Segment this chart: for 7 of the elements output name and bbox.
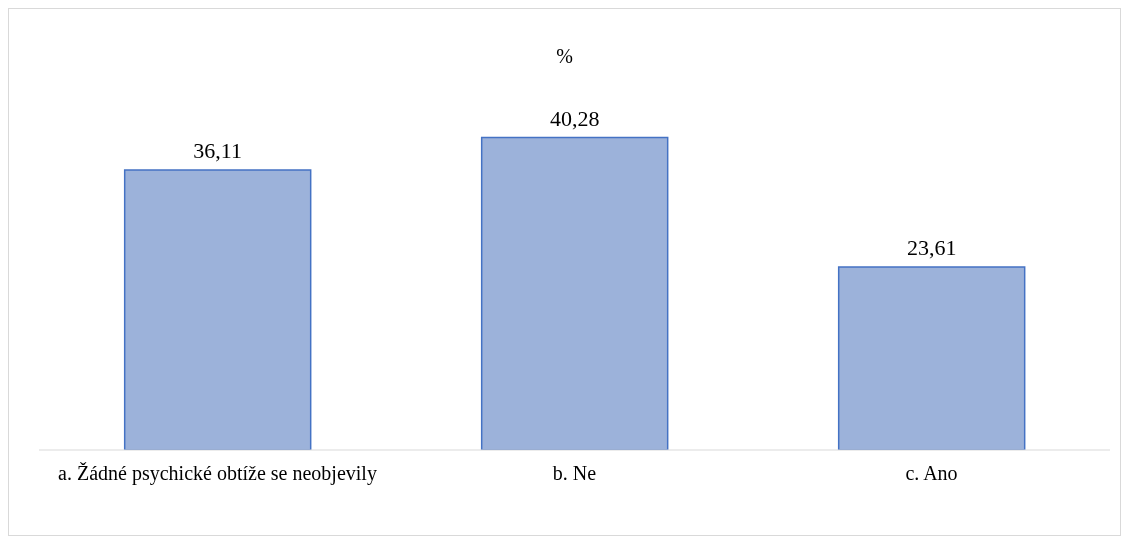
chart-title: % <box>555 45 574 68</box>
x-tick-label: c. Ano <box>905 462 958 485</box>
x-tick-label: a. Žádné psychické obtíže se neobjevily <box>58 462 377 486</box>
data-label: 36,11 <box>193 137 243 163</box>
data-label: 23,61 <box>906 234 957 260</box>
x-tick-label: b. Ne <box>552 462 597 485</box>
data-label: 40,28 <box>549 105 600 131</box>
